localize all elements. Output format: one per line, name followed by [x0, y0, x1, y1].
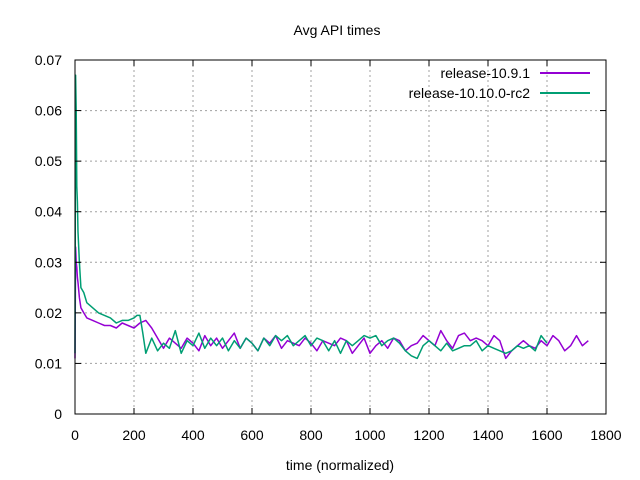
series-line-release-10-9-1 — [74, 246, 589, 360]
y-tick-label: 0 — [54, 406, 62, 422]
x-tick-label: 400 — [181, 427, 205, 443]
y-tick-label: 0.02 — [35, 305, 62, 321]
x-axis-label: time (normalized) — [286, 457, 394, 473]
y-tick-label: 0.05 — [35, 153, 62, 169]
x-tick-label: 1200 — [413, 427, 444, 443]
chart-title: Avg API times — [294, 22, 381, 38]
y-tick-label: 0.01 — [35, 355, 62, 371]
axis-ticks: 0 200 400 600 800 1000 1200 1400 1600 1800 0 0.01 0.… — [35, 52, 622, 443]
y-tick-label: 0.07 — [35, 52, 62, 68]
x-tick-label: 1600 — [531, 427, 562, 443]
plot-frame — [74, 59, 607, 415]
legend-label-release-10-9-1: release-10.9.1 — [440, 65, 530, 81]
x-tick-label: 1000 — [354, 427, 385, 443]
x-tick-label: 800 — [299, 427, 323, 443]
x-tick-label: 600 — [240, 427, 264, 443]
series-line-release-10-10-0-rc2 — [74, 74, 548, 360]
y-tick-label: 0.03 — [35, 254, 62, 270]
y-tick-label: 0.04 — [35, 204, 62, 220]
x-tick-label: 200 — [122, 427, 146, 443]
series-lines — [74, 74, 589, 360]
legend: release-10.9.1 release-10.10.0-rc2 — [409, 65, 590, 101]
y-tick-label: 0.06 — [35, 103, 62, 119]
x-tick-label: 0 — [71, 427, 79, 443]
legend-label-release-10-10-0-rc2: release-10.10.0-rc2 — [409, 85, 531, 101]
x-tick-label: 1400 — [472, 427, 503, 443]
x-tick-label: 1800 — [590, 427, 621, 443]
